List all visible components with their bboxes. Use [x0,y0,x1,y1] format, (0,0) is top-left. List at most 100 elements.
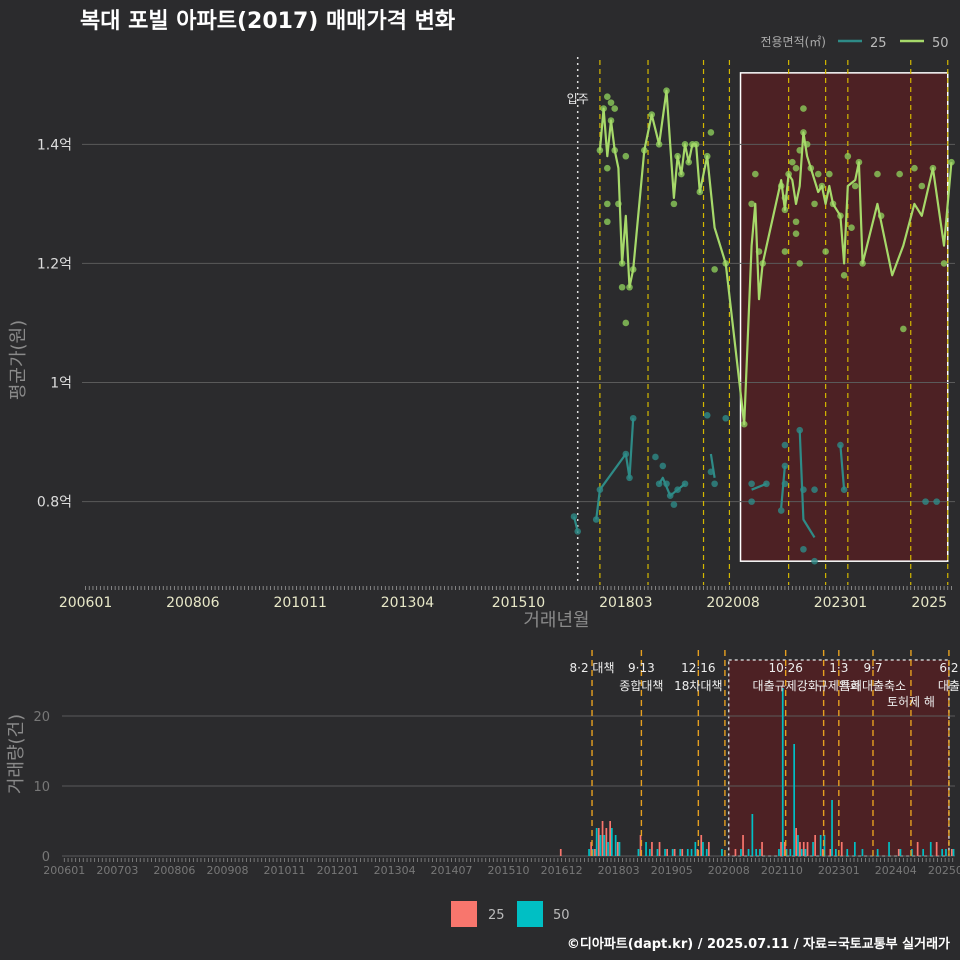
volume-event-label: 10·26 [768,661,802,675]
legend-label-25: 25 [870,36,887,51]
series-50-point [844,152,852,160]
volume-bar-50 [823,835,826,856]
volume-panel: 0 10 20 거래량(건) 200601 200703 200806 200908 20101… [6,650,960,927]
volume-bar-50 [899,849,902,856]
series-50-point [840,272,848,279]
volume-legend-swatch-50 [517,901,543,927]
volume-bar-50 [888,842,890,856]
volume-y-axis-title: 거래량(건) [6,714,27,794]
volume-bar-50 [835,849,837,856]
series-25-point [703,411,711,419]
x-tick-label: 200601 [59,595,112,611]
move-in-label: 입주 [567,92,589,106]
volume-bar-25 [821,849,824,856]
series-25-point [781,441,789,449]
volume-y-tick-label: 0 [42,850,50,865]
volume-bar-50 [778,849,780,856]
series-25-point [781,462,789,470]
volume-bar-25 [700,835,703,856]
series-25-point [840,486,848,494]
x-tick-label: 201803 [599,595,652,611]
volume-bar-25 [708,842,710,856]
series-50-point [896,170,903,178]
legend-title: 전용면적(㎡) [760,35,826,49]
y-tick-label: 1억 [50,376,72,392]
volume-x-tick-label: 202506 [928,864,960,877]
series-25-point [811,557,818,565]
series-50-point [781,248,789,255]
volume-bar-25 [780,842,782,856]
volume-bar-50 [911,849,913,856]
volume-bar-50 [812,842,814,856]
volume-event-label: 12·16 [681,661,715,675]
series-50-point [707,129,715,136]
volume-bar-50 [686,849,689,856]
volume-bar-50 [804,849,807,856]
volume-bar-25 [559,849,562,856]
volume-x-tick-label: 201201 [317,864,359,877]
series-50-point [622,152,630,160]
volume-x-tick-label: 201011 [263,864,305,877]
volume-event-label: 토허제 해 [887,695,935,709]
volume-bar-50 [854,842,856,856]
volume-x-tick-label: 200908 [207,864,249,877]
series-50-point [622,319,630,327]
volume-bar-50 [952,849,955,856]
series-25-line [572,418,846,538]
volume-event-label: 18차대책 [674,678,722,693]
series-50-point [618,283,626,291]
volume-bar-25 [605,828,608,856]
series-50-point [796,260,804,267]
volume-event-label: 9·13 [628,661,655,675]
series-25-point [837,441,844,449]
series-50-point [814,170,822,178]
series-50-point [604,93,611,100]
volume-x-tick-label: 202301 [818,864,860,877]
series-50-point [792,218,800,226]
series-50-point [948,158,955,166]
series-25-point [748,480,755,488]
volume-bar-50 [751,814,754,856]
price-panel: 0.8억 1억 1.2억 1.4억 200601 200806 201011 201304 20… [8,35,955,631]
legend-label-50: 50 [932,36,949,51]
volume-x-tick-label: 201510 [488,864,530,877]
volume-bar-25 [734,849,737,856]
y-axis-title: 평균가(원) [8,320,29,400]
volume-bar-25 [651,842,653,856]
volume-event-label: 6·2 [939,661,958,675]
volume-y-tick-label: 20 [33,710,50,725]
volume-bar-50 [637,849,640,856]
volume-bar-50 [846,849,849,856]
volume-bar-50 [755,849,757,856]
series-50-point [792,164,800,172]
volume-bar-25 [814,835,816,856]
series-25-point [670,501,678,508]
x-tick-label: 2025 [911,595,947,611]
volume-bar-50 [618,842,621,856]
volume-bar-50 [945,849,947,856]
series-50-point [826,170,833,178]
series-25-point [922,498,929,505]
volume-bar-50 [747,849,750,856]
volume-event-label: 8·2 대책 [570,660,615,675]
volume-legend-label-25: 25 [488,908,505,923]
series-50-point [789,158,796,166]
volume-bar-25 [742,835,744,856]
series-50-point [918,182,926,190]
volume-bar-50 [759,849,761,856]
volume-bar-50 [819,835,822,856]
volume-bar-50 [876,849,879,856]
volume-bar-25 [666,849,668,856]
volume-bar-50 [614,835,617,856]
source-caption: ©디아파트(dapt.kr) / 2025.07.11 / 자료=국토교통부 실… [567,936,950,952]
series-50-point [792,230,800,237]
y-tick-label: 1.4억 [37,137,72,153]
volume-bar-50 [705,849,708,856]
volume-x-tick-label: 201304 [374,864,416,877]
series-50-point [748,200,755,208]
volume-bar-25 [696,849,699,856]
series-25-point [722,414,730,422]
volume-legend-swatch-25 [451,901,477,927]
volume-event-label: 종합대책 [619,678,663,693]
volume-bar-50 [789,849,792,856]
